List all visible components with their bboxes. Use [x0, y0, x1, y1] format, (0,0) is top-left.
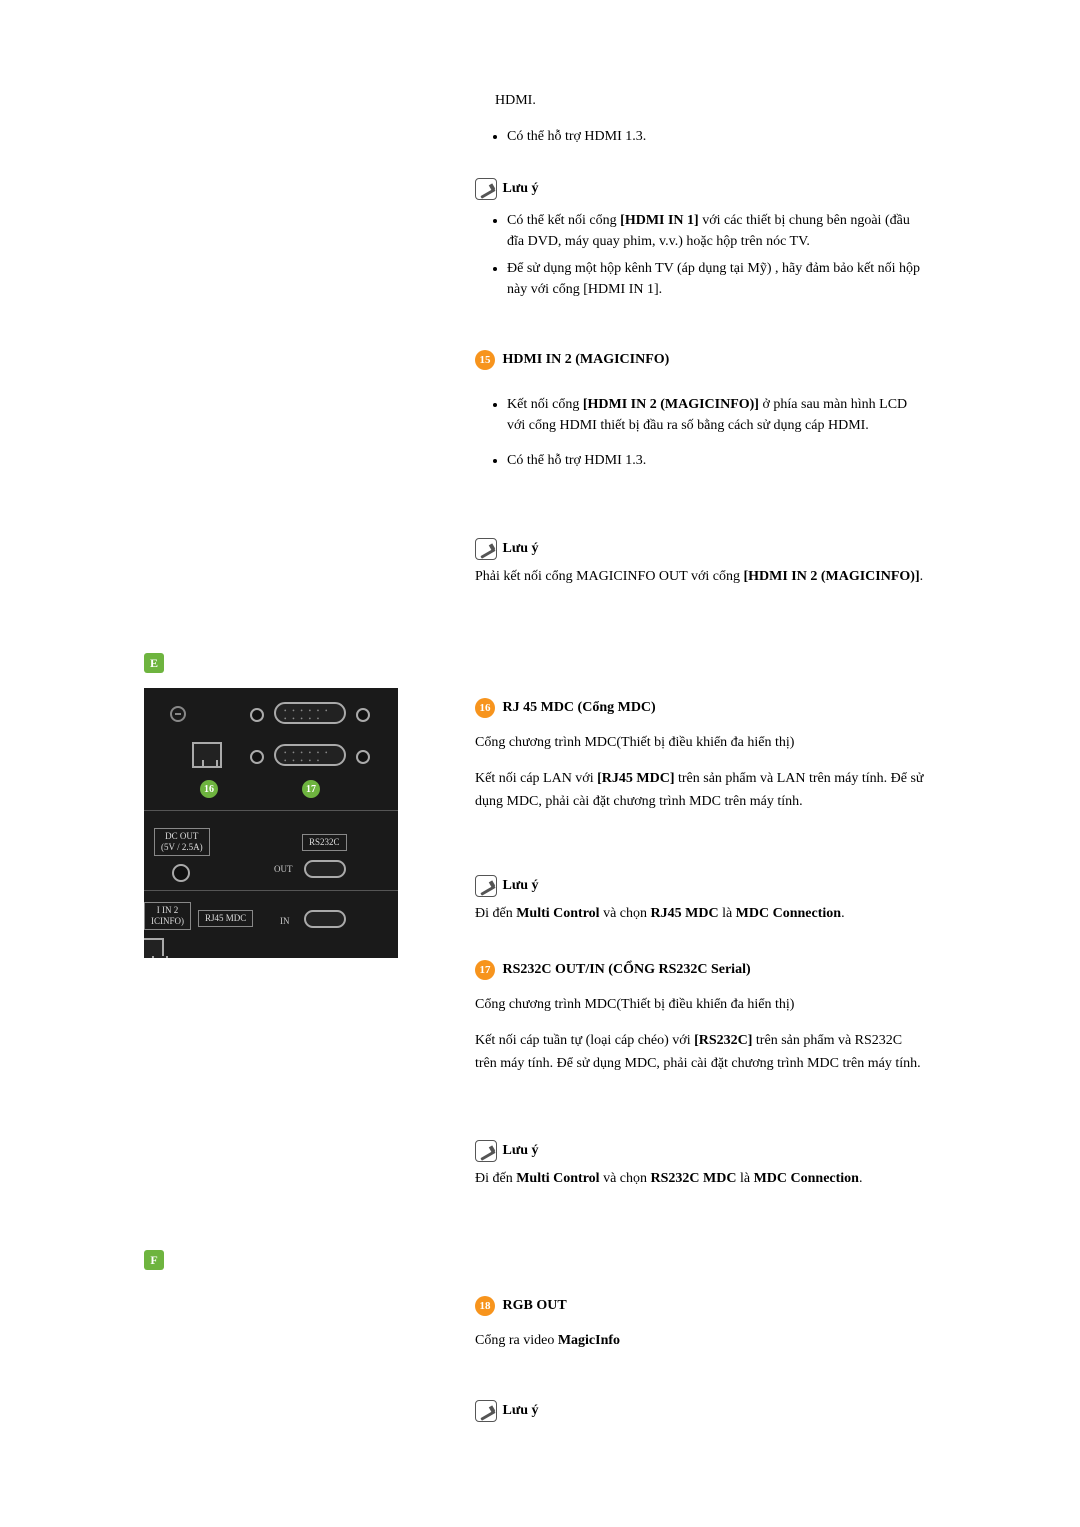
t: là	[736, 1171, 753, 1186]
heading-text: RGB OUT	[503, 1298, 567, 1313]
out-label: OUT	[274, 864, 293, 874]
vga-port-icon: • • • • • •• • • • •	[274, 702, 346, 724]
note-block: Lưu ý	[475, 538, 925, 560]
t: Có thể kết nối cổng	[507, 213, 620, 228]
s16-p2: Kết nối cáp LAN với [RJ45 MDC] trên sản …	[475, 768, 925, 813]
badge-15: 15	[475, 350, 495, 370]
t: MagicInfo	[558, 1333, 620, 1348]
note-block: Lưu ý	[475, 1140, 925, 1162]
s18-p1: Cổng ra video MagicInfo	[475, 1330, 925, 1352]
section-17-heading: 17 RS232C OUT/IN (CỔNG RS232C Serial)	[475, 960, 925, 980]
t: Đi đến	[475, 906, 516, 921]
rs232-out-port-icon	[304, 860, 346, 878]
t: Kết nối cổng	[507, 397, 583, 412]
t: Phải kết nối cổng MAGICINFO OUT với cổng	[475, 569, 743, 584]
note-label: Lưu ý	[503, 878, 539, 893]
port-round-icon	[250, 708, 264, 722]
port-round-icon	[250, 750, 264, 764]
rear-panel-diagram: • • • • • •• • • • • • • • • • •• • • • …	[144, 688, 398, 958]
t: [HDMI IN 2 (MAGICINFO)]	[583, 397, 759, 412]
heading-text: RS232C OUT/IN (CỔNG RS232C Serial)	[503, 962, 751, 977]
badge-18: 18	[475, 1296, 495, 1316]
note-block: Lưu ý	[475, 875, 925, 897]
rs232-in-port-icon	[304, 910, 346, 928]
t: [HDMI IN 2 (MAGICINFO)]	[743, 569, 919, 584]
t: là	[719, 906, 736, 921]
s15-item1: Kết nối cổng [HDMI IN 2 (MAGICINFO)] ở p…	[507, 394, 925, 436]
panel-badge-16: 16	[200, 780, 218, 798]
note-icon	[475, 1140, 497, 1162]
divider	[144, 810, 398, 811]
rj45-port-icon	[192, 742, 222, 768]
t: MDC Connection	[754, 1171, 859, 1186]
dc-out-port-icon	[172, 864, 190, 882]
note-icon	[475, 178, 497, 200]
t: Cổng ra video	[475, 1333, 558, 1348]
screw-icon	[170, 706, 186, 722]
note-icon	[475, 538, 497, 560]
note-icon	[475, 1400, 497, 1422]
s17-note-text: Đi đến Multi Control và chọn RS232C MDC …	[475, 1168, 925, 1190]
s15-note-text: Phải kết nối cổng MAGICINFO OUT với cổng…	[475, 566, 925, 588]
badge-16: 16	[475, 698, 495, 718]
note-label: Lưu ý	[503, 181, 539, 196]
note-item-2: Để sử dụng một hộp kênh TV (áp dụng tại …	[507, 258, 925, 300]
t: RJ45 MDC	[651, 906, 719, 921]
note-label: Lưu ý	[503, 541, 539, 556]
divider	[144, 890, 398, 891]
in2-label: I IN 2 ICINFO)	[144, 902, 191, 930]
section-16-heading: 16 RJ 45 MDC (Cổng MDC)	[475, 698, 925, 718]
note-label: Lưu ý	[503, 1143, 539, 1158]
s17-p2: Kết nối cáp tuần tự (loại cáp chéo) với …	[475, 1030, 925, 1075]
port-round-icon	[356, 708, 370, 722]
t: RS232C MDC	[651, 1171, 737, 1186]
note-block: Lưu ý	[475, 178, 925, 200]
note-block: Lưu ý	[475, 1400, 925, 1422]
t: [RS232C]	[694, 1033, 752, 1048]
t: .	[841, 906, 845, 921]
note-icon	[475, 875, 497, 897]
t: MDC Connection	[736, 906, 841, 921]
section-18-heading: 18 RGB OUT	[475, 1296, 925, 1316]
rj45-port-icon	[144, 938, 164, 958]
note-item-1: Có thể kết nối cổng [HDMI IN 1] với các …	[507, 210, 925, 252]
dc-out-label: DC OUT (5V / 2.5A)	[154, 828, 210, 856]
rj45-mdc-label: RJ45 MDC	[198, 910, 253, 927]
s16-p1: Cổng chương trình MDC(Thiết bị điều khiể…	[475, 732, 925, 754]
section-letter-e: E	[144, 653, 164, 673]
section-letter-f: F	[144, 1250, 164, 1270]
in-label: IN	[280, 916, 290, 926]
s16-note-text: Đi đến Multi Control và chọn RJ45 MDC là…	[475, 903, 925, 925]
rs232c-label: RS232C	[302, 834, 347, 851]
t: Multi Control	[516, 906, 599, 921]
t: và chọn	[600, 906, 651, 921]
hdmi-support-item: Có thể hỗ trợ HDMI 1.3.	[507, 126, 925, 147]
note-label: Lưu ý	[503, 1403, 539, 1418]
section-15-heading: 15 HDMI IN 2 (MAGICINFO)	[475, 350, 925, 370]
s17-p1: Cổng chương trình MDC(Thiết bị điều khiể…	[475, 994, 925, 1016]
t: Đi đến	[475, 1171, 516, 1186]
vga-port-icon: • • • • • •• • • • •	[274, 744, 346, 766]
panel-badge-17: 17	[302, 780, 320, 798]
t: [HDMI IN 1]	[620, 213, 699, 228]
t: .	[920, 569, 924, 584]
heading-text: HDMI IN 2 (MAGICINFO)	[503, 352, 670, 367]
t: Kết nối cáp LAN với	[475, 771, 597, 786]
t: và chọn	[600, 1171, 651, 1186]
t: [RJ45 MDC]	[597, 771, 674, 786]
port-round-icon	[356, 750, 370, 764]
t: .	[859, 1171, 863, 1186]
s15-item2: Có thể hỗ trợ HDMI 1.3.	[507, 450, 925, 471]
t: Multi Control	[516, 1171, 599, 1186]
hdmi-trail: HDMI.	[495, 90, 925, 112]
badge-17: 17	[475, 960, 495, 980]
heading-text: RJ 45 MDC (Cổng MDC)	[503, 700, 656, 715]
t: Kết nối cáp tuần tự (loại cáp chéo) với	[475, 1033, 694, 1048]
